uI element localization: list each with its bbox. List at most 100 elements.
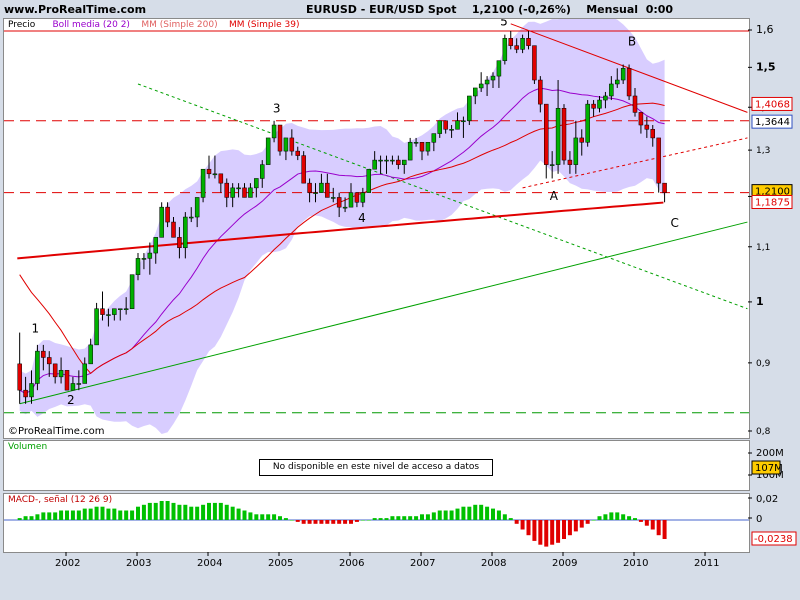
macd-bar	[396, 516, 401, 520]
candle-body	[212, 173, 218, 176]
candle-body	[295, 150, 300, 156]
candle-2007-02	[425, 142, 431, 156]
candle-2005-01	[277, 124, 283, 156]
macd-bar	[532, 520, 537, 541]
macd-bar	[526, 520, 531, 536]
macd-bar	[124, 510, 129, 520]
candle-body	[461, 120, 466, 123]
candle-body	[413, 142, 419, 144]
candle-2005-09	[325, 173, 330, 198]
candle-body	[656, 137, 661, 184]
candle-2010-04	[650, 125, 655, 147]
candle-body	[467, 95, 472, 122]
candle-2010-01	[632, 87, 638, 117]
legend-boll: Boll media (20 2)	[52, 20, 130, 30]
candle-2004-02	[212, 155, 218, 179]
macd-bar	[88, 508, 93, 520]
candle-body	[135, 258, 141, 275]
macd-bar	[455, 508, 460, 520]
candle-body	[194, 197, 200, 218]
site-name[interactable]: www.ProRealTime.com	[4, 3, 147, 16]
macd-bar	[479, 504, 484, 520]
candle-body	[70, 383, 76, 391]
macd-bar	[230, 506, 235, 520]
candle-body	[52, 363, 58, 378]
candle-body	[597, 99, 602, 109]
macd-bar	[283, 518, 288, 520]
macd-highlight-box	[751, 531, 797, 546]
macd-bar	[59, 510, 64, 520]
wave-label-1: 1	[32, 322, 40, 336]
x-tick-label: 2011	[694, 558, 719, 569]
candle-body	[147, 252, 153, 259]
wave-label-2: 2	[67, 393, 75, 407]
macd-bar	[266, 514, 271, 520]
macd-bar	[236, 508, 241, 520]
macd-bar	[621, 514, 626, 520]
candle-2002-03	[76, 370, 82, 391]
candle-2006-05	[372, 151, 377, 170]
candle-2009-12	[626, 64, 632, 101]
candle-body	[17, 363, 22, 391]
price-tag-text: 1,4068	[755, 99, 790, 110]
candle-2005-08	[319, 173, 324, 193]
candle-body	[189, 216, 194, 219]
candle-body	[484, 79, 490, 85]
macd-bar	[502, 514, 507, 520]
period-label: Mensual	[586, 3, 639, 16]
macd-bar	[473, 504, 478, 520]
macd-bar	[195, 506, 200, 520]
candle-2006-08	[390, 155, 395, 165]
macd-bar	[633, 518, 637, 520]
macd-bar	[656, 520, 661, 536]
candle-body	[248, 187, 253, 198]
candle-2010-06	[662, 182, 667, 203]
macd-bar	[420, 514, 424, 520]
candle-2004-05	[230, 183, 235, 208]
macd-bar	[136, 506, 140, 520]
candle-body	[478, 83, 484, 89]
macd-bar	[414, 516, 419, 520]
candle-body	[254, 178, 259, 189]
candle-2002-06	[94, 302, 99, 346]
macd-bar	[76, 510, 81, 520]
candle-body	[585, 103, 590, 143]
macd-bar	[189, 506, 194, 520]
macd-bar	[485, 506, 490, 520]
macd-bar	[443, 510, 448, 520]
macd-bar	[201, 504, 206, 520]
candle-2002-10	[118, 308, 123, 321]
wave-label-C: C	[671, 216, 679, 230]
candle-body	[218, 173, 224, 184]
price-tag-text: 1,3644	[755, 117, 790, 128]
candle-body	[283, 137, 289, 152]
macd-bar	[402, 516, 407, 520]
price-legend: Precio Boll media (20 2) MM (Simple 200)…	[8, 20, 300, 30]
candle-2003-05	[159, 202, 164, 238]
candle-2003-04	[153, 237, 158, 264]
candle-body	[437, 120, 442, 134]
macd-chart[interactable]	[4, 494, 749, 552]
macd-bar	[579, 520, 584, 528]
wave-label-4: 4	[358, 211, 366, 225]
candle-2004-08	[248, 183, 253, 198]
candle-2003-11	[194, 197, 200, 228]
candle-body	[561, 108, 567, 161]
trendline-3	[522, 137, 748, 189]
candle-body	[88, 344, 93, 365]
price-panel[interactable]: 1 2 3 4 5 A B C Precio Boll media (20 2) MM (Si…	[3, 18, 750, 439]
candle-body	[313, 192, 318, 194]
macd-bar	[29, 516, 34, 520]
macd-panel[interactable]: MACD-, señal (12 26 9)	[3, 493, 750, 553]
candle-body	[579, 137, 584, 143]
legend-mm200: MM (Simple 200)	[141, 20, 218, 30]
macd-bar	[491, 508, 495, 520]
price-chart[interactable]: 1 2 3 4 5 A B C	[4, 19, 749, 438]
candle-2007-07	[455, 112, 460, 130]
candle-2009-02	[567, 151, 573, 174]
macd-bar	[378, 518, 383, 520]
macd-bar	[384, 518, 389, 520]
macd-bar	[325, 520, 330, 524]
header-bar: www.ProRealTime.com EURUSD - EUR/USD Spo…	[0, 0, 800, 18]
